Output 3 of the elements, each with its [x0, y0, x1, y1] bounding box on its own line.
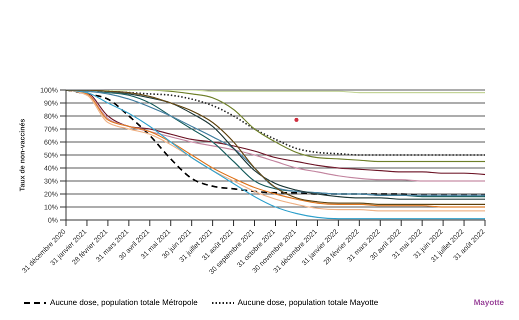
text: Mayotte	[474, 298, 504, 307]
legend-label: Aucune dose, population totale Mayotte	[238, 298, 378, 307]
legend-label: Aucune dose, population totale Métropole	[50, 298, 198, 307]
